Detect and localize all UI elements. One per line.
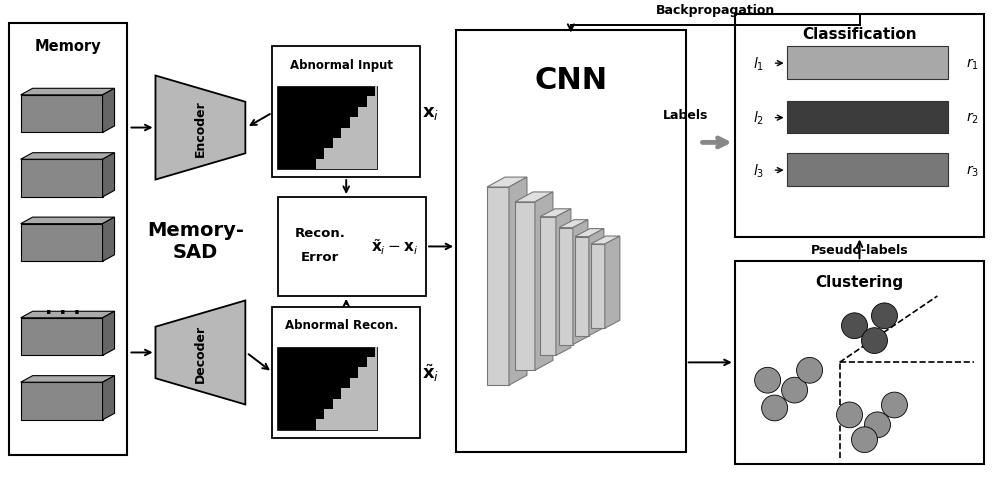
Bar bbox=[272, 307, 420, 438]
Text: Memory: Memory bbox=[34, 39, 101, 54]
Polygon shape bbox=[367, 347, 377, 357]
Circle shape bbox=[762, 395, 788, 421]
Polygon shape bbox=[591, 237, 620, 244]
Polygon shape bbox=[307, 420, 377, 430]
Text: Error: Error bbox=[301, 251, 339, 264]
Circle shape bbox=[797, 358, 823, 384]
Bar bbox=[21, 318, 103, 356]
Text: $\tilde{\mathbf{x}}_{i}-\mathbf{x}_{i}$: $\tilde{\mathbf{x}}_{i}-\mathbf{x}_{i}$ bbox=[371, 237, 418, 257]
Polygon shape bbox=[358, 357, 377, 368]
Bar bbox=[278, 197, 426, 296]
Polygon shape bbox=[324, 139, 377, 149]
Circle shape bbox=[755, 368, 781, 393]
Polygon shape bbox=[556, 209, 571, 356]
Polygon shape bbox=[21, 376, 115, 383]
Circle shape bbox=[881, 392, 907, 418]
Polygon shape bbox=[358, 97, 377, 108]
Polygon shape bbox=[103, 89, 115, 133]
Bar bbox=[591, 244, 605, 328]
Polygon shape bbox=[21, 217, 115, 224]
Bar bbox=[559, 228, 573, 345]
Text: Clustering: Clustering bbox=[815, 274, 904, 289]
Polygon shape bbox=[605, 237, 620, 328]
Text: Memory-
SAD: Memory- SAD bbox=[147, 220, 244, 262]
Bar bbox=[21, 224, 103, 262]
Bar bbox=[787, 154, 948, 187]
Text: $\mathit{r}_{3}$: $\mathit{r}_{3}$ bbox=[966, 163, 979, 179]
Bar bbox=[21, 96, 103, 133]
Bar bbox=[21, 383, 103, 420]
Text: $\mathit{r}_{2}$: $\mathit{r}_{2}$ bbox=[966, 111, 979, 126]
Text: $\mathit{r}_{1}$: $\mathit{r}_{1}$ bbox=[966, 56, 979, 72]
Polygon shape bbox=[103, 217, 115, 262]
Text: Abnormal Recon.: Abnormal Recon. bbox=[285, 319, 398, 332]
Polygon shape bbox=[515, 192, 553, 203]
Text: Recon.: Recon. bbox=[295, 227, 346, 240]
Polygon shape bbox=[341, 118, 377, 128]
Polygon shape bbox=[333, 388, 377, 399]
Circle shape bbox=[837, 402, 862, 428]
Text: Abnormal Input: Abnormal Input bbox=[290, 59, 393, 72]
Polygon shape bbox=[350, 108, 377, 118]
Polygon shape bbox=[103, 376, 115, 420]
Bar bbox=[487, 188, 509, 385]
Polygon shape bbox=[103, 154, 115, 197]
Polygon shape bbox=[540, 209, 571, 217]
Bar bbox=[540, 217, 556, 356]
Polygon shape bbox=[324, 399, 377, 409]
Text: Decoder: Decoder bbox=[194, 324, 207, 382]
Polygon shape bbox=[155, 301, 245, 405]
Text: $\mathit{l}_{1}$: $\mathit{l}_{1}$ bbox=[753, 55, 764, 72]
Polygon shape bbox=[509, 178, 527, 385]
Bar bbox=[787, 47, 948, 80]
Text: Labels: Labels bbox=[663, 109, 708, 122]
Text: Classification: Classification bbox=[802, 27, 917, 42]
Bar bbox=[515, 203, 535, 371]
Polygon shape bbox=[307, 159, 377, 170]
Circle shape bbox=[842, 313, 867, 339]
Polygon shape bbox=[333, 128, 377, 139]
Polygon shape bbox=[535, 192, 553, 371]
Polygon shape bbox=[367, 87, 377, 97]
Circle shape bbox=[852, 427, 877, 453]
Bar bbox=[21, 160, 103, 197]
Polygon shape bbox=[487, 178, 527, 188]
Text: Backpropagation: Backpropagation bbox=[656, 3, 775, 16]
Polygon shape bbox=[21, 89, 115, 96]
Text: Pseudo-labels: Pseudo-labels bbox=[811, 243, 908, 256]
Text: $\tilde{\mathbf{x}}_{i}$: $\tilde{\mathbf{x}}_{i}$ bbox=[422, 362, 439, 383]
Polygon shape bbox=[21, 154, 115, 160]
Text: · · ·: · · · bbox=[45, 304, 80, 323]
Bar bbox=[272, 47, 420, 178]
Bar bbox=[456, 31, 686, 452]
Text: $\mathit{l}_{3}$: $\mathit{l}_{3}$ bbox=[753, 162, 764, 180]
Polygon shape bbox=[350, 368, 377, 378]
Polygon shape bbox=[316, 149, 377, 159]
Circle shape bbox=[861, 328, 887, 354]
Polygon shape bbox=[21, 312, 115, 318]
Bar bbox=[277, 347, 377, 430]
Bar bbox=[575, 237, 589, 336]
Bar bbox=[277, 87, 377, 170]
Polygon shape bbox=[316, 409, 377, 420]
Text: $\mathit{l}_{2}$: $\mathit{l}_{2}$ bbox=[753, 110, 764, 127]
Polygon shape bbox=[573, 220, 588, 345]
Polygon shape bbox=[575, 229, 604, 237]
Text: $\mathbf{x}_{i}$: $\mathbf{x}_{i}$ bbox=[422, 104, 439, 121]
Polygon shape bbox=[155, 76, 245, 180]
Circle shape bbox=[782, 377, 808, 403]
Text: CNN: CNN bbox=[534, 66, 607, 95]
Polygon shape bbox=[559, 220, 588, 228]
Polygon shape bbox=[341, 378, 377, 388]
Circle shape bbox=[864, 412, 890, 438]
Bar bbox=[735, 14, 984, 237]
Bar bbox=[9, 24, 127, 455]
Polygon shape bbox=[589, 229, 604, 336]
Bar bbox=[735, 262, 984, 465]
Text: Encoder: Encoder bbox=[194, 100, 207, 156]
Bar bbox=[787, 102, 948, 134]
Circle shape bbox=[871, 303, 897, 329]
Polygon shape bbox=[103, 312, 115, 356]
